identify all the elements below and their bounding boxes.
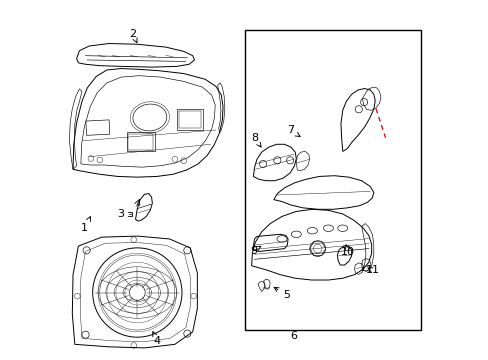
- Text: 6: 6: [290, 332, 297, 342]
- Text: 9: 9: [249, 246, 260, 256]
- Text: 1: 1: [81, 217, 90, 233]
- Text: 11: 11: [365, 265, 379, 275]
- Text: 10: 10: [341, 244, 354, 257]
- Bar: [244, 30, 420, 330]
- Text: 7: 7: [286, 125, 300, 136]
- Text: 8: 8: [250, 133, 261, 147]
- Bar: [128, 134, 153, 150]
- Text: 5: 5: [274, 287, 289, 300]
- Bar: [126, 132, 155, 152]
- Text: 3: 3: [117, 209, 132, 219]
- Bar: [86, 120, 110, 135]
- Text: 2: 2: [129, 29, 137, 42]
- Bar: [179, 111, 201, 128]
- Text: 4: 4: [152, 332, 161, 346]
- Bar: [176, 109, 203, 130]
